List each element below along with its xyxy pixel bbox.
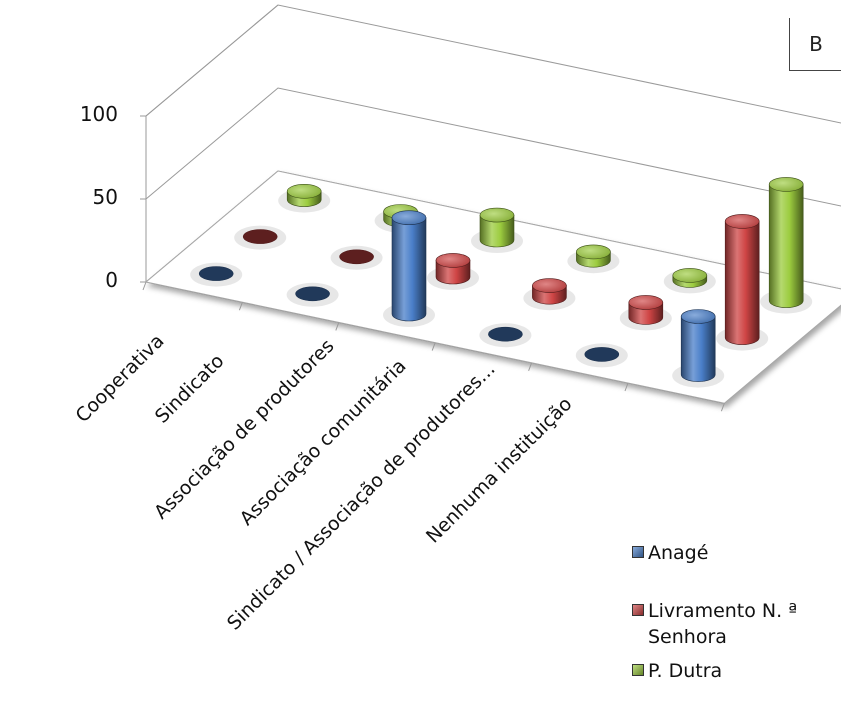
panel-label: B [789, 18, 841, 71]
x-tick-label: Associação comunitária [236, 355, 411, 530]
bar-4-0 [575, 343, 628, 368]
x-tick [238, 302, 243, 311]
y-tick-label: 100 [80, 102, 118, 126]
legend-label: Livramento N. ª Senhora [648, 600, 798, 648]
bar-1-1 [330, 245, 383, 270]
x-tick [720, 403, 725, 412]
y-tick-label: 50 [93, 185, 118, 209]
bar-top [724, 214, 760, 229]
bar-top [576, 244, 611, 260]
bar-body [724, 221, 760, 345]
x-tick [335, 322, 340, 331]
bar-top [286, 184, 322, 199]
bar-top [242, 229, 278, 244]
chart-floor [142, 170, 841, 412]
bar-0-0 [190, 262, 243, 287]
legend-item-anage: Anagé [632, 540, 828, 566]
bar-5-2 [760, 177, 813, 314]
bars [190, 177, 813, 388]
bar-0-1 [234, 225, 287, 250]
x-tick-label: Sindicato [151, 350, 229, 428]
gridline [145, 4, 841, 124]
bar-top [680, 309, 716, 324]
x-axis: Cooperativa Sindicato Associação de prod… [71, 330, 576, 635]
y-axis: 0 50 100 [80, 102, 118, 292]
legend-item-livramento: Livramento N. ª Senhora [632, 598, 808, 650]
bar-3-2 [567, 244, 620, 274]
bar-top [672, 268, 708, 283]
legend-item-pdutra: P. Dutra [632, 658, 828, 684]
bar-body [391, 217, 427, 322]
bar-top [391, 210, 427, 226]
legend-label: Anagé [648, 542, 709, 564]
legend-swatch [632, 604, 644, 616]
bar-top [532, 278, 567, 293]
bar-top [435, 253, 471, 268]
bar-5-0 [672, 309, 725, 388]
bar-5-1 [716, 214, 769, 351]
bar-4-1 [619, 295, 672, 331]
bar-3-0 [479, 323, 532, 348]
bar-body [768, 184, 804, 308]
x-tick [528, 362, 533, 371]
bar-body [680, 316, 716, 382]
y-tick-label: 0 [105, 268, 118, 292]
bar-top [339, 249, 374, 265]
bar-body [479, 214, 515, 248]
x-tick [142, 281, 147, 291]
bar-top [488, 326, 523, 342]
legend-swatch [632, 664, 644, 676]
x-tick [431, 342, 436, 351]
bar-2-2 [471, 207, 523, 253]
legend-swatch [632, 546, 644, 558]
bar-1-0 [286, 282, 339, 307]
bar-top [584, 347, 620, 362]
bar-4-2 [663, 268, 716, 294]
bar-2-0 [383, 210, 435, 327]
bar-top [628, 295, 664, 310]
bar-top [768, 177, 804, 192]
bar-top [479, 207, 515, 223]
legend-label: P. Dutra [648, 660, 723, 682]
gridline [145, 87, 841, 207]
bar-top [295, 286, 330, 302]
bar-3-1 [523, 278, 576, 311]
bar-2-1 [427, 253, 479, 290]
x-tick [624, 382, 629, 392]
bar-0-2 [278, 184, 331, 213]
x-tick-label: Associação de produtores [150, 335, 338, 523]
bar-top [198, 266, 234, 281]
